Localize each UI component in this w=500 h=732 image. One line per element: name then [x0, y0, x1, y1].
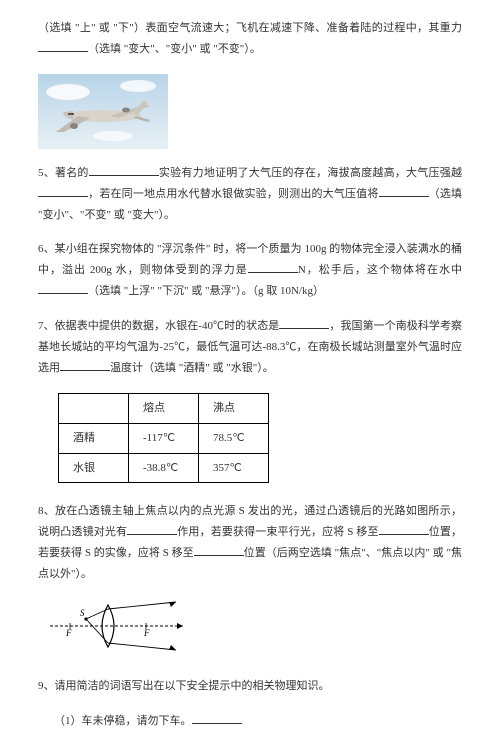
cell: -38.8℃ [129, 453, 199, 483]
fill-blank[interactable] [279, 317, 329, 329]
fill-blank[interactable] [38, 282, 88, 294]
svg-text:F: F [143, 628, 150, 638]
cell-header: 沸点 [199, 393, 269, 423]
text: ，若在同一地点用水代替水银做实验，则测出的大气压值将 [88, 188, 379, 200]
table-row: 水银 -38.8℃ 357℃ [59, 453, 269, 483]
table-row: 熔点 沸点 [59, 393, 269, 423]
cell: -117℃ [129, 423, 199, 453]
lens-diagram: S F F [48, 599, 462, 662]
fill-blank[interactable] [38, 40, 88, 52]
svg-text:S: S [80, 608, 85, 618]
fill-blank[interactable] [38, 185, 88, 197]
text: 实验有力地证明了大气压的存在，海拔高度越高，大气压强越 [159, 167, 462, 179]
melting-point-table: 熔点 沸点 酒精 -117℃ 78.5℃ 水银 -38.8℃ 357℃ [58, 393, 269, 484]
text: （选填 "变大"、"变小" 或 "不变"）。 [88, 43, 261, 55]
question-top: （选填 "上" 或 "下"）表面空气流速大；飞机在减速下降、准备着陆的过程中，其… [38, 18, 462, 60]
question-7: 7、依据表中提供的数据，水银在-40℃时的状态是，我国第一个南极科学考察基地长城… [38, 316, 462, 379]
text: （选填 "上浮" "下沉" 或 "悬浮"）。（g 取 10N/kg） [88, 285, 324, 297]
fill-blank[interactable] [192, 712, 242, 724]
airplane-image [38, 74, 168, 149]
question-5: 5、著名的 实验有力地证明了大气压的存在，海拔高度越高，大气压强越 ，若在同一地点用… [38, 163, 462, 226]
question-6: 6、某小组在探究物体的 "浮沉条件" 时，将一个质量为 100g 的物体完全浸入… [38, 239, 462, 302]
fill-blank[interactable] [379, 185, 429, 197]
text: 7、依据表中提供的数据，水银在-40℃时的状态是 [38, 320, 279, 332]
text: 5、著名的 [38, 167, 89, 179]
text: 温度计（选填 "酒精" 或 "水银"）。 [110, 362, 274, 374]
fill-blank[interactable] [248, 261, 298, 273]
question-9-sub1: （1）车未停稳，请勿下车。 [38, 711, 462, 732]
fill-blank[interactable] [194, 544, 244, 556]
fill-blank[interactable] [60, 359, 110, 371]
cell-header: 熔点 [129, 393, 199, 423]
text: （1）车未停稳，请勿下车。 [54, 715, 192, 727]
cell: 357℃ [199, 453, 269, 483]
text: 9、请用简洁的词语写出在以下安全提示中的相关物理知识。 [38, 680, 330, 692]
question-8: 8、放在凸透镜主轴上焦点以内的点光源 S 发出的光，通过凸透镜后的光路如图所示，… [38, 501, 462, 585]
fill-blank[interactable] [89, 164, 159, 176]
cell: 78.5℃ [199, 423, 269, 453]
text: 作用，若要获得一束平行光，应将 S 移至 [177, 526, 378, 538]
question-9: 9、请用简洁的词语写出在以下安全提示中的相关物理知识。 [38, 676, 462, 697]
fill-blank[interactable] [379, 523, 429, 535]
text: （选填 "上" 或 "下"）表面空气流速大；飞机在减速下降、准备着陆的过程中，其… [38, 22, 462, 34]
cell: 水银 [59, 453, 129, 483]
table-row: 酒精 -117℃ 78.5℃ [59, 423, 269, 453]
text: N，松手后，这个物体将在水中 [298, 264, 462, 276]
cell: 酒精 [59, 423, 129, 453]
svg-text:F: F [65, 628, 72, 638]
cell-empty [59, 393, 129, 423]
fill-blank[interactable] [127, 523, 177, 535]
